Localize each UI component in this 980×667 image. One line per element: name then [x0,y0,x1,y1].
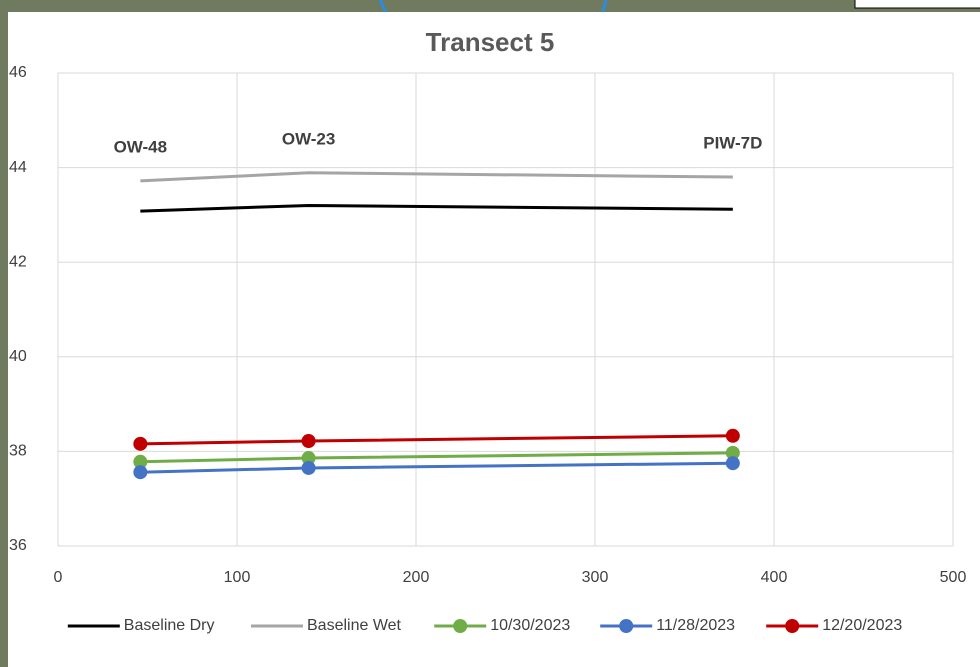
legend-marker [453,619,468,633]
series-line [140,171,733,183]
x-tick-label: 400 [761,569,788,586]
point-annotation: OW-23 [282,129,336,148]
series-line [140,203,733,213]
x-tick-label: 300 [582,569,609,586]
data-point [725,428,740,443]
legend-marker [619,619,634,633]
data-point [725,445,740,460]
map-inset [854,0,980,9]
data-point [301,451,316,466]
chart-panel [8,12,980,667]
data-point [133,454,148,469]
x-tick-label: 0 [54,569,63,586]
data-point [301,433,316,448]
point-annotation: OW-48 [114,137,168,156]
x-tick-label: 200 [403,569,430,586]
y-tick-label: 36 [9,537,27,554]
legend-label: 10/30/2023 [490,617,570,634]
y-tick-label: 40 [9,348,27,365]
y-tick-label: 44 [9,159,27,176]
data-point [133,465,148,480]
legend-marker [785,619,800,633]
legend-label: 12/20/2023 [822,617,902,634]
data-point [133,436,148,451]
legend-label: 11/28/2023 [656,617,735,634]
y-tick-label: 42 [9,253,27,270]
data-point [301,460,316,475]
legend-label: Baseline Dry [124,617,215,634]
y-tick-label: 38 [9,443,27,460]
x-tick-label: 100 [224,569,251,586]
chart-title: Transect 5 [426,27,555,57]
point-annotation: PIW-7D [703,134,762,153]
data-point [725,456,740,471]
legend-label: Baseline Wet [307,617,402,634]
x-tick-label: 500 [940,569,967,586]
y-tick-label: 46 [9,64,27,81]
